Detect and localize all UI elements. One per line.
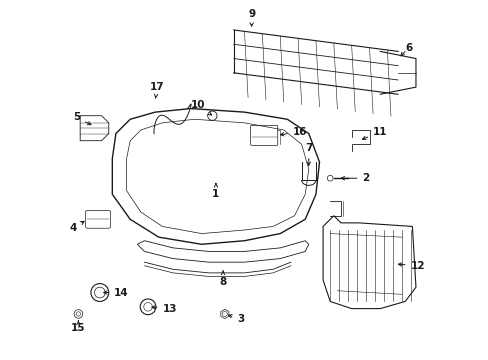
Text: 6: 6	[405, 43, 411, 53]
Text: 2: 2	[341, 173, 369, 183]
Text: 9: 9	[247, 9, 255, 26]
Text: 4: 4	[69, 221, 84, 233]
Text: 11: 11	[362, 127, 387, 139]
Text: 10: 10	[190, 100, 211, 115]
Text: 12: 12	[398, 261, 424, 271]
Text: 7: 7	[305, 143, 312, 166]
Text: 13: 13	[152, 303, 177, 314]
Text: 17: 17	[149, 82, 164, 98]
Text: 1: 1	[212, 184, 219, 199]
Text: 14: 14	[103, 288, 128, 297]
Text: 3: 3	[228, 314, 244, 324]
Text: 5: 5	[73, 112, 91, 125]
Text: 16: 16	[280, 127, 306, 137]
Text: 15: 15	[71, 323, 85, 333]
Text: 8: 8	[219, 271, 226, 287]
